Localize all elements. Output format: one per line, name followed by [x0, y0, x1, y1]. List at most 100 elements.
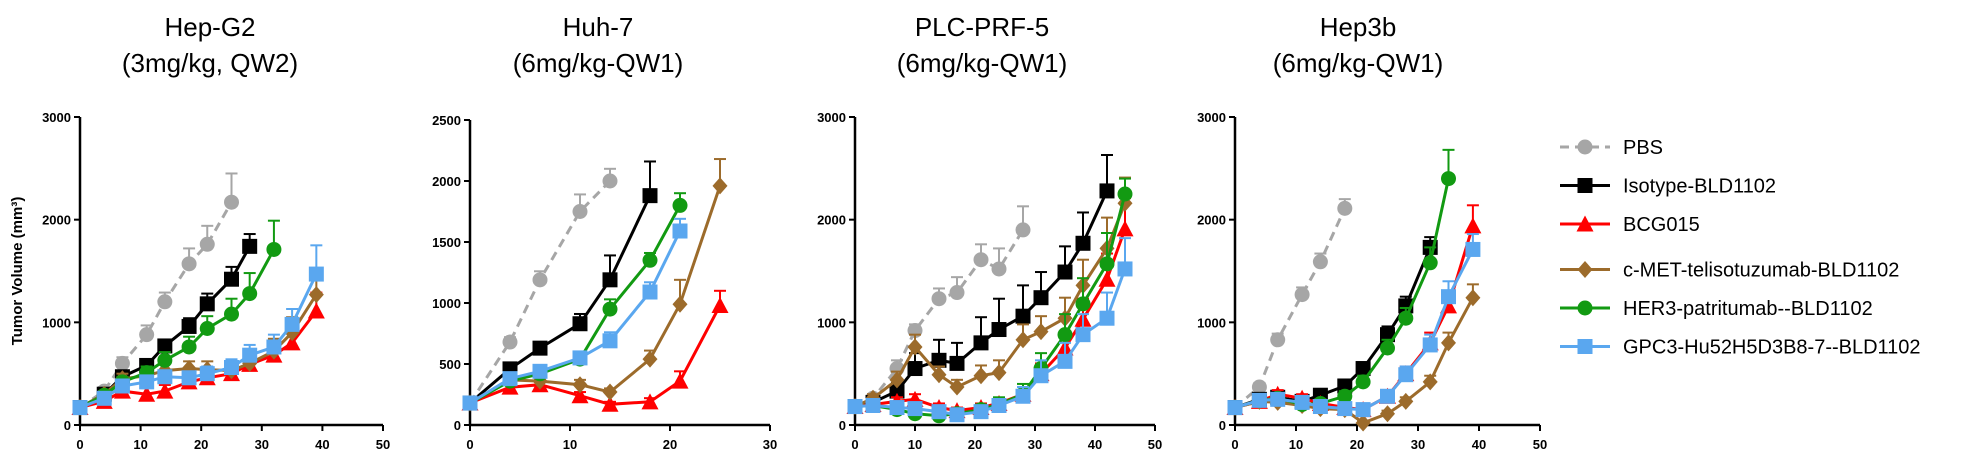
- data-point: [1099, 310, 1115, 326]
- y-tick-label: 1000: [432, 296, 461, 311]
- data-point: [266, 339, 282, 355]
- legend-entry-isotype-bld1102: Isotype-BLD1102: [1560, 176, 1776, 198]
- legend-label: GPC3-Hu52H5D3B8-7--BLD1102: [1623, 337, 1921, 359]
- legend-label: PBS: [1623, 137, 1663, 159]
- data-point: [307, 302, 325, 319]
- y-axis-label: Tumor Volume (mm³): [9, 197, 26, 346]
- data-point: [199, 236, 215, 252]
- data-point: [1057, 327, 1073, 343]
- data-point: [308, 286, 324, 304]
- chart-panel-2: Huh-7 (6mg/kg-QW1) 0 500 1000 1500 2000 2500 0 10…: [432, 12, 777, 452]
- data-point: [712, 177, 728, 195]
- legend-entry-pbs: PBS: [1560, 137, 1663, 159]
- data-point: [1057, 353, 1073, 369]
- legend-entry-her3-patritumab-bld1102: HER3-patritumab--BLD1102: [1560, 298, 1873, 320]
- data-point: [1312, 254, 1328, 270]
- y-tick-label: 0: [454, 418, 461, 433]
- data-point: [462, 395, 478, 411]
- x-tick-label: 20: [1350, 437, 1364, 452]
- data-point: [1465, 289, 1481, 307]
- data-point: [1312, 399, 1328, 415]
- data-point: [572, 204, 588, 219]
- data-point: [224, 271, 239, 287]
- data-point: [642, 252, 658, 268]
- legend-entry-gpc3-hu52h5d3b8-7-bld1102: GPC3-Hu52H5D3B8-7--BLD1102: [1560, 337, 1921, 359]
- data-point: [973, 252, 989, 268]
- x-tick-label: 0: [76, 437, 83, 452]
- x-tick-label: 40: [315, 437, 329, 452]
- data-point: [889, 383, 905, 399]
- data-point: [242, 286, 258, 302]
- data-point: [157, 338, 173, 354]
- data-point: [601, 395, 619, 412]
- data-point: [1294, 394, 1310, 410]
- data-point: [139, 374, 155, 390]
- x-tick-label: 0: [1231, 437, 1238, 452]
- data-point: [991, 261, 1007, 277]
- data-point: [224, 306, 239, 322]
- chart-subtitle: (6mg/kg-QW1): [513, 48, 683, 78]
- data-point: [907, 401, 923, 417]
- series-line: [79, 248, 276, 409]
- x-tick-label: 20: [194, 437, 208, 452]
- data-point: [1422, 373, 1438, 391]
- data-point: [572, 350, 588, 366]
- data-point: [1015, 331, 1031, 349]
- data-point: [114, 355, 130, 371]
- data-point: [931, 291, 947, 307]
- data-point: [138, 385, 156, 402]
- data-point: [907, 338, 923, 356]
- x-tick-label: 10: [908, 437, 922, 452]
- series-pbs: [1227, 198, 1353, 416]
- data-point: [1099, 183, 1115, 199]
- data-point: [1294, 287, 1310, 303]
- y-tick-label: 0: [1219, 418, 1226, 433]
- data-point: [1251, 392, 1267, 408]
- y-tick-label: 2000: [432, 174, 461, 189]
- chart-panel-4: Hep3b (6mg/kg-QW1) 0 1000 2000 3000 0 10 20 30 40 5…: [1197, 12, 1547, 452]
- series-gpc3-hu52h5d3b8-7-bld1102: [847, 237, 1133, 423]
- data-point: [1465, 241, 1481, 257]
- data-point: [671, 372, 689, 389]
- x-tick-label: 30: [1411, 437, 1425, 452]
- data-point: [1251, 379, 1267, 395]
- data-point: [1337, 200, 1353, 216]
- legend-marker: [1576, 215, 1594, 232]
- legend-marker: [1577, 178, 1593, 193]
- data-point: [1057, 264, 1073, 280]
- data-point: [931, 404, 947, 420]
- data-point: [602, 173, 618, 189]
- data-point: [157, 294, 173, 310]
- data-point: [889, 400, 905, 416]
- data-point: [181, 339, 197, 355]
- data-point: [532, 340, 548, 356]
- data-point: [889, 371, 905, 389]
- legend-entry-bcg015: BCG015: [1560, 214, 1700, 236]
- data-point: [1033, 368, 1049, 384]
- data-point: [1398, 367, 1414, 383]
- data-point: [157, 369, 173, 385]
- data-point: [1355, 374, 1371, 390]
- series-line: [1234, 207, 1347, 409]
- data-point: [931, 366, 947, 384]
- data-point: [949, 378, 965, 396]
- series-line: [854, 202, 1127, 408]
- data-point: [571, 387, 589, 404]
- chart-panel-3: PLC-PRF-5 (6mg/kg-QW1) 0 1000 2000 3000 0 10 20 3…: [817, 12, 1162, 452]
- data-point: [284, 316, 300, 332]
- data-point: [1355, 402, 1371, 418]
- data-point: [907, 361, 923, 377]
- series-line: [469, 204, 682, 405]
- y-tick-label: 3000: [42, 110, 71, 125]
- data-point: [502, 371, 518, 387]
- y-tick-label: 3000: [817, 110, 846, 125]
- data-point: [1380, 340, 1395, 356]
- data-point: [973, 335, 989, 351]
- legend-marker: [1577, 139, 1593, 155]
- y-tick-label: 1000: [817, 315, 846, 330]
- data-point: [242, 347, 258, 363]
- legend-marker: [1577, 339, 1593, 354]
- data-point: [672, 295, 688, 313]
- data-point: [602, 272, 618, 288]
